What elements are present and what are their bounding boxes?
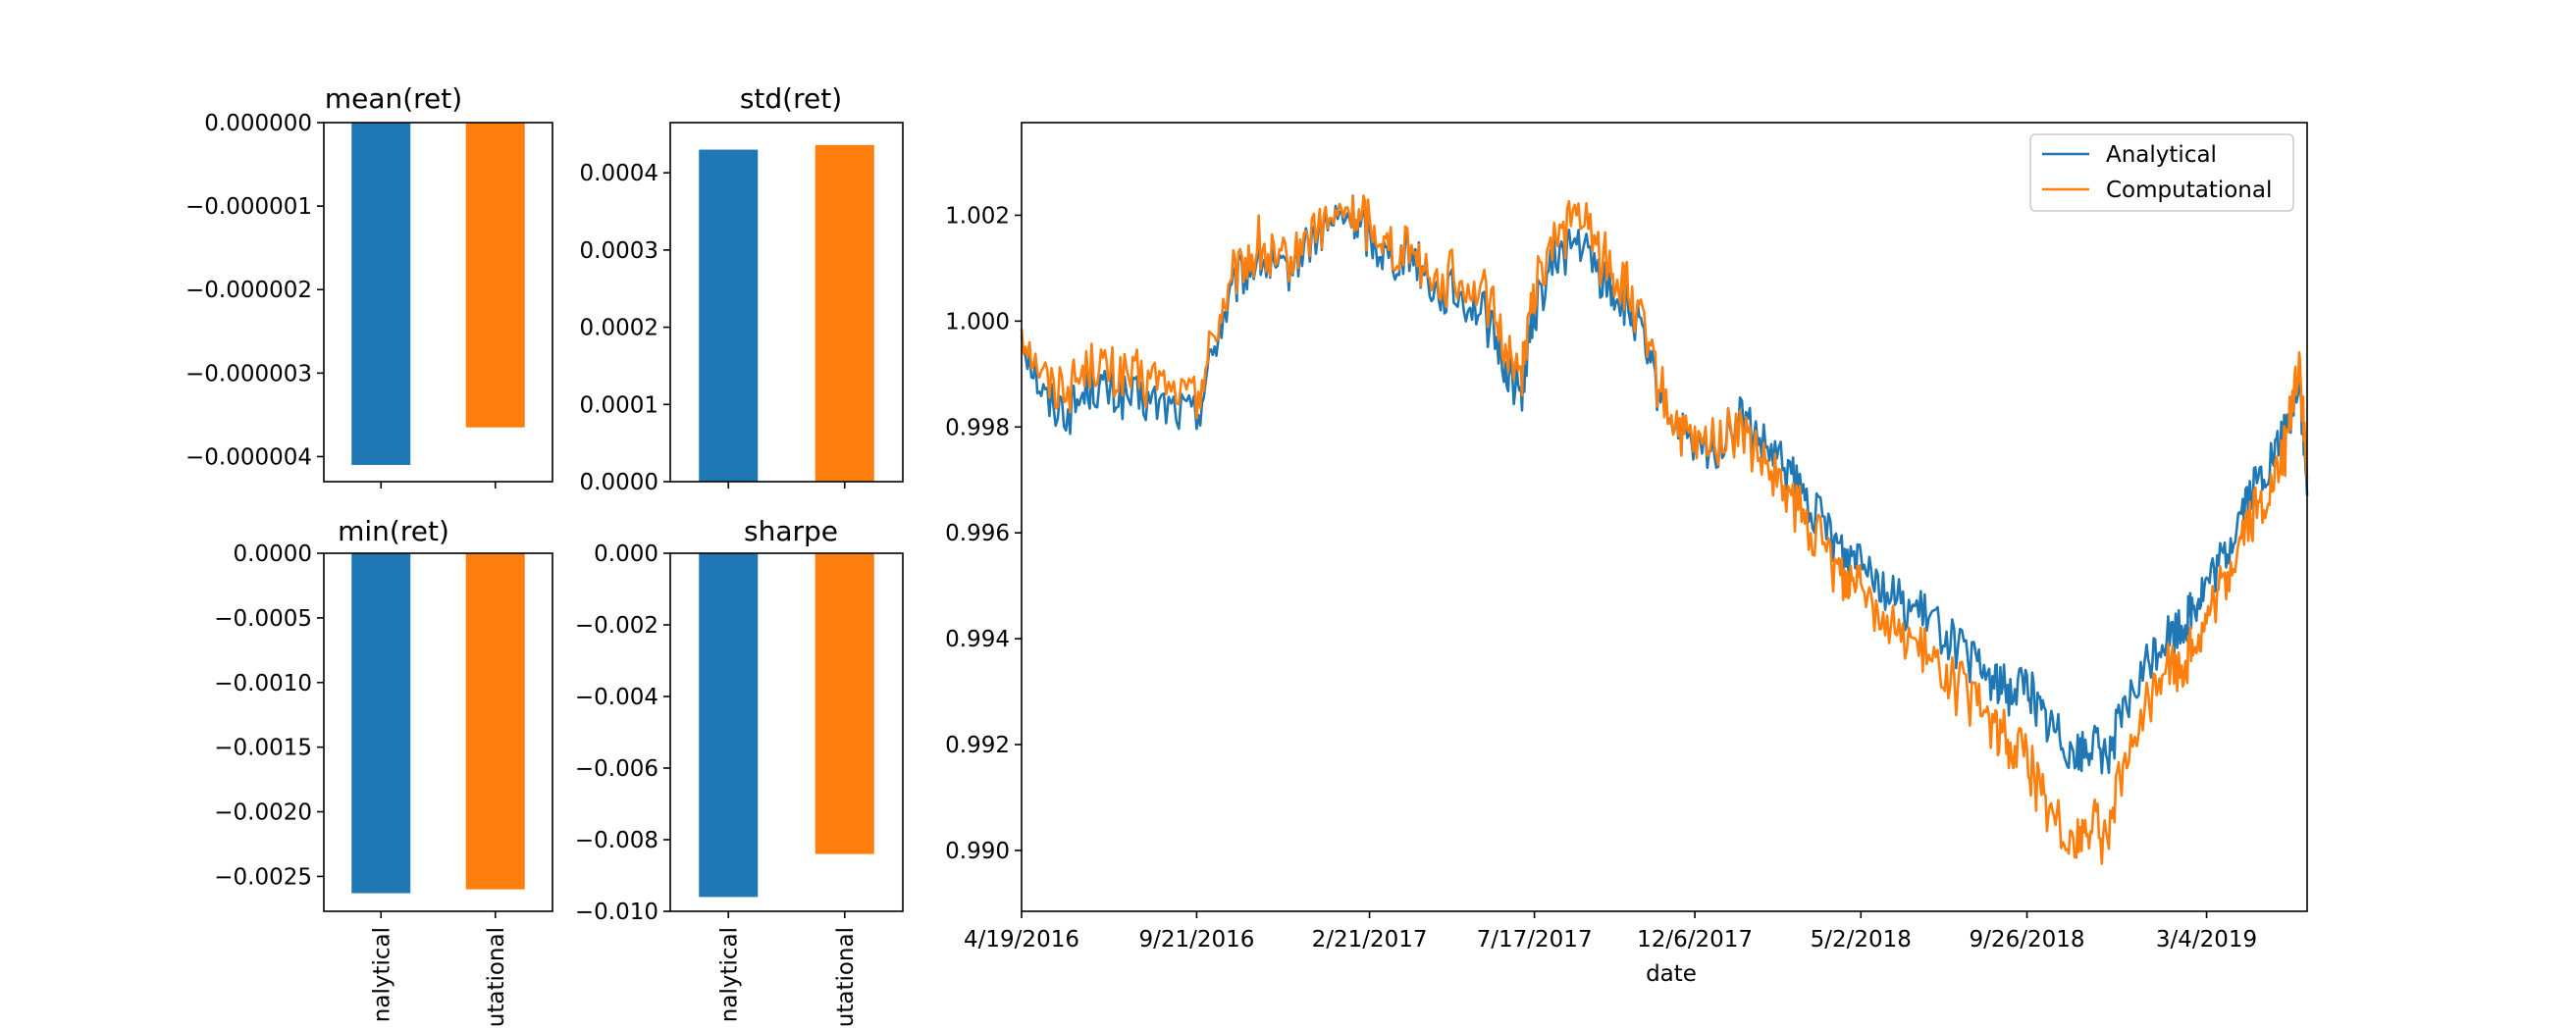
- y-tick-label: −0.0005: [214, 606, 312, 632]
- line-chart: date 0.990 0.992 0.994 0.996 0.998 1.000 1.002…: [945, 122, 2309, 987]
- x-axis-label: date: [1646, 961, 1697, 987]
- legend-entry-computational: Computational: [2106, 178, 2272, 203]
- y-tick-label: −0.000002: [185, 278, 312, 303]
- x-tick-label: 9/21/2016: [1138, 927, 1254, 953]
- y-tick-label: 0.994: [945, 627, 1010, 652]
- bar: [815, 144, 874, 482]
- x-tick-label: 12/6/2017: [1637, 927, 1753, 953]
- bar-chart-min-ret: min(ret) 0.0000 −0.0005 −0.0010 −0.0015 −0.0…: [214, 515, 553, 1027]
- x-tick-label: 9/26/2018: [1970, 927, 2085, 953]
- x-tick-label: nalytical: [369, 927, 394, 1022]
- y-tick-label: 0.0002: [580, 316, 658, 341]
- x-tick-label: utational: [484, 927, 509, 1027]
- y-tick-label: 0.992: [945, 733, 1010, 758]
- x-tick-label: 7/17/2017: [1477, 927, 1593, 953]
- x-tick-label: 2/21/2017: [1312, 927, 1428, 953]
- y-tick-label: −0.000004: [185, 444, 312, 470]
- legend: Analytical Computational: [2029, 133, 2294, 212]
- y-tick-label: 0.996: [945, 521, 1010, 546]
- plot-frame: [323, 122, 553, 483]
- bar: [815, 553, 874, 854]
- y-tick-label: −0.008: [575, 828, 658, 853]
- y-tick-label: 0.990: [945, 839, 1010, 864]
- bar-chart-mean-ret: mean(ret) 0.000000 −0.000001 −0.000002 −0.0…: [185, 82, 553, 489]
- x-tick-label: 3/4/2019: [2156, 927, 2257, 953]
- y-tick-label: 0.0003: [580, 238, 658, 264]
- y-tick-label: −0.004: [575, 685, 658, 710]
- bar: [699, 149, 759, 482]
- y-tick-label: −0.0025: [214, 864, 312, 890]
- chart-title: std(ret): [740, 82, 842, 115]
- x-tick-label: 5/2/2018: [1811, 927, 1912, 953]
- chart-title: min(ret): [338, 515, 449, 547]
- y-tick-label: 1.002: [945, 203, 1010, 229]
- y-tick-label: 0.0004: [580, 161, 658, 186]
- y-tick-label: 0.0000: [580, 470, 658, 495]
- y-tick-label: −0.0015: [214, 736, 312, 761]
- y-tick-label: 0.000000: [204, 111, 312, 136]
- legend-entry-analytical: Analytical: [2106, 142, 2217, 168]
- y-tick-label: 0.0001: [580, 392, 658, 418]
- chart-title: mean(ret): [325, 82, 462, 115]
- y-tick-label: 0.0000: [234, 541, 312, 567]
- y-tick-label: −0.0020: [214, 800, 312, 826]
- bar-chart-sharpe: sharpe 0.000 −0.002 −0.004 −0.006 −0.008 −0.0…: [575, 515, 904, 1027]
- y-tick-label: −0.000001: [185, 194, 312, 220]
- legend-frame: [2029, 133, 2294, 212]
- x-tick-label: nalytical: [716, 927, 742, 1022]
- bar: [465, 553, 525, 890]
- plot-frame: [669, 122, 904, 483]
- y-tick-label: 1.000: [945, 309, 1010, 335]
- x-tick-label: 4/19/2016: [964, 927, 1079, 953]
- y-tick-label: −0.010: [575, 900, 658, 925]
- y-tick-label: −0.000003: [185, 361, 312, 386]
- series-line-computational: [1020, 194, 2309, 865]
- bar: [699, 553, 759, 898]
- plot-frame: [669, 552, 904, 912]
- y-tick-label: −0.002: [575, 613, 658, 639]
- y-tick-label: 0.998: [945, 415, 1010, 440]
- chart-title: sharpe: [744, 515, 838, 547]
- y-tick-label: 0.000: [594, 541, 658, 567]
- plot-frame: [323, 552, 553, 912]
- bar-chart-std-ret: std(ret) 0.0000 0.0001 0.0002 0.0003 0.0004: [580, 82, 904, 495]
- plot-frame: [1021, 122, 2308, 912]
- bar: [351, 553, 411, 894]
- y-tick-label: −0.006: [575, 756, 658, 782]
- x-tick-label: utational: [833, 927, 859, 1027]
- bar: [465, 123, 525, 428]
- y-tick-label: −0.0010: [214, 671, 312, 696]
- bar: [351, 123, 411, 465]
